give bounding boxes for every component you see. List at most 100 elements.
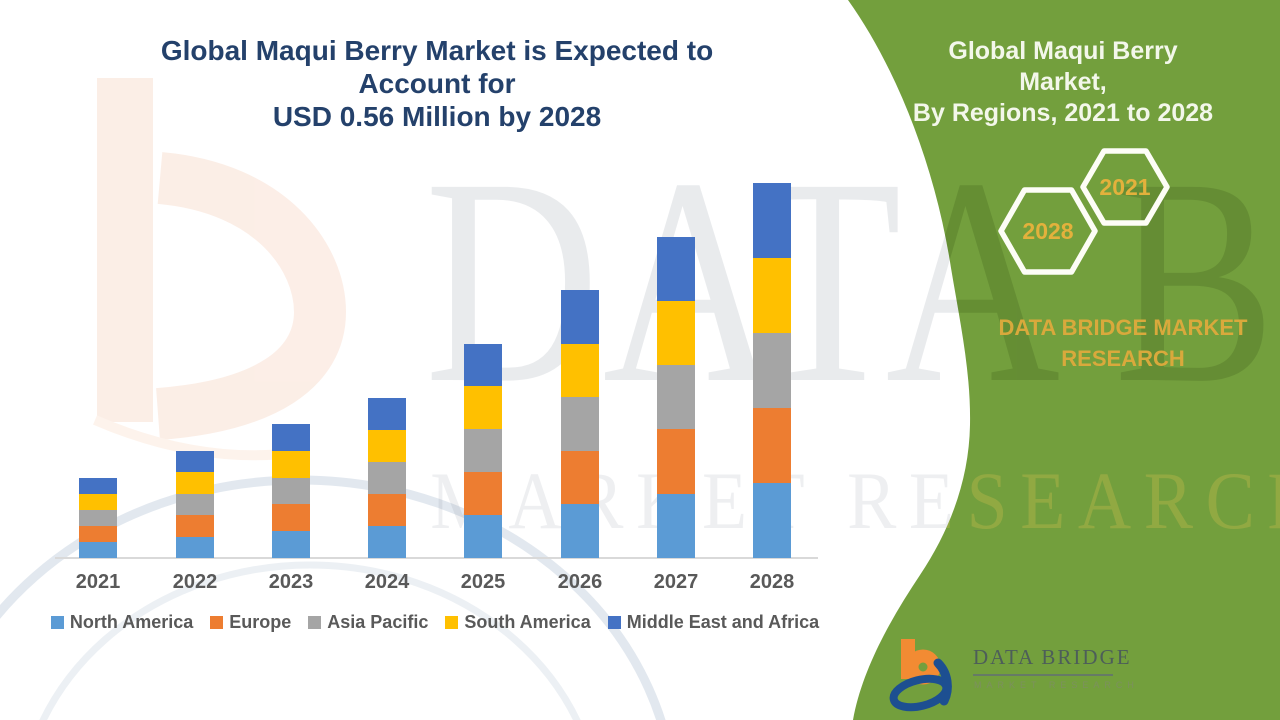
bar-2021 xyxy=(79,477,117,558)
chart-title-line2: USD 0.56 Million by 2028 xyxy=(272,101,602,132)
bar-segment-asia-pacific-2024 xyxy=(368,461,406,494)
bar-segment-south-america-2023 xyxy=(272,450,310,478)
x-axis-label-2024: 2024 xyxy=(364,571,410,593)
bar-segment-middle-east-and-africa-2023 xyxy=(272,424,310,451)
panel-title-line2: By Regions, 2021 to 2028 xyxy=(912,99,1214,127)
bar-segment-middle-east-and-africa-2022 xyxy=(176,451,214,473)
bar-segment-north-america-2027 xyxy=(657,493,695,558)
legend-label-south-america: South America xyxy=(464,612,591,632)
legend-swatch-middle-east-and-africa xyxy=(607,616,621,629)
bar-segment-asia-pacific-2022 xyxy=(176,493,214,516)
bar-segment-europe-2027 xyxy=(657,429,695,494)
bar-segment-south-america-2022 xyxy=(176,472,214,494)
x-axis-label-2023: 2023 xyxy=(268,571,314,593)
x-axis-label-2028: 2028 xyxy=(749,571,795,593)
logo-b-bowl xyxy=(905,649,941,685)
bar-segment-europe-2021 xyxy=(79,525,117,542)
legend-label-north-america: North America xyxy=(69,612,194,632)
x-axis-label-2025: 2025 xyxy=(460,571,506,593)
bar-segment-middle-east-and-africa-2025 xyxy=(464,343,502,387)
legend-swatch-north-america xyxy=(50,616,64,629)
legend-swatch-asia-pacific xyxy=(308,616,322,629)
bar-segment-europe-2025 xyxy=(464,472,502,516)
bar-segment-north-america-2021 xyxy=(79,541,117,558)
bar-2025 xyxy=(464,343,502,558)
chart-title-line1: Global Maqui Berry Market is Expected to… xyxy=(160,35,714,99)
bar-segment-asia-pacific-2025 xyxy=(464,429,502,473)
hexagon-2021-label: 2021 xyxy=(1099,174,1150,200)
chart-legend: North America Europe Asia Pacific South Ame… xyxy=(40,612,830,633)
bar-segment-middle-east-and-africa-2026 xyxy=(561,290,599,344)
bar-segment-asia-pacific-2026 xyxy=(561,397,599,451)
bar-2027 xyxy=(657,236,695,558)
brand-text-line2: RESEARCH xyxy=(1061,346,1185,371)
x-axis-label-2022: 2022 xyxy=(172,571,218,593)
bar-2026 xyxy=(561,290,599,558)
bar-segment-europe-2026 xyxy=(561,450,599,505)
bar-segment-europe-2023 xyxy=(272,504,310,532)
x-axis-label-2026: 2026 xyxy=(557,571,603,593)
databridge-logo-mark xyxy=(889,639,952,712)
bar-segment-europe-2028 xyxy=(753,408,791,483)
legend-label-asia-pacific: Asia Pacific xyxy=(327,612,429,632)
legend-swatch-south-america xyxy=(445,616,459,629)
watermark-b-logo xyxy=(93,78,347,461)
bar-segment-asia-pacific-2027 xyxy=(657,365,695,430)
x-axis-line xyxy=(55,557,818,559)
legend-label-middle-east-and-africa: Middle East and Africa xyxy=(626,612,820,632)
bar-segment-north-america-2028 xyxy=(753,483,791,558)
hexagon-2021 xyxy=(1080,148,1170,226)
bar-segment-europe-2022 xyxy=(176,515,214,537)
bar-segment-north-america-2023 xyxy=(272,531,310,558)
bar-segment-europe-2024 xyxy=(368,493,406,526)
stacked-bar-chart: 2021 2022 2023 2024 2025 2026 2027 2028 xyxy=(55,183,818,593)
panel-title: Global Maqui Berry Market, By Regions, 2… xyxy=(903,36,1223,129)
bar-segment-north-america-2022 xyxy=(176,536,214,558)
bar-segment-south-america-2024 xyxy=(368,429,406,462)
footer-logo-underline xyxy=(973,674,1113,676)
bar-2024 xyxy=(368,397,406,558)
green-panel-shape xyxy=(848,0,1280,720)
bar-segment-middle-east-and-africa-2024 xyxy=(368,397,406,430)
legend-item-south-america: South America xyxy=(445,612,591,633)
legend-item-middle-east-and-africa: Middle East and Africa xyxy=(607,612,820,633)
brand-text-line1: DATA BRIDGE MARKET xyxy=(998,315,1248,340)
legend-item-asia-pacific: Asia Pacific xyxy=(308,612,428,633)
logo-d-stem xyxy=(933,658,952,706)
year-hexagons: 2021 2028 xyxy=(998,148,1170,275)
logo-d-swoosh xyxy=(889,674,951,712)
x-axis-label-2021: 2021 xyxy=(75,571,121,593)
hexagon-2028-label: 2028 xyxy=(1022,218,1073,244)
x-axis-label-2027: 2027 xyxy=(653,571,699,593)
bar-segment-asia-pacific-2021 xyxy=(79,509,117,526)
bar-segment-south-america-2026 xyxy=(561,343,599,398)
bar-segment-south-america-2028 xyxy=(753,258,791,333)
bar-segment-north-america-2024 xyxy=(368,525,406,558)
bar-segment-south-america-2021 xyxy=(79,493,117,510)
bar-2028 xyxy=(753,183,791,558)
bar-segment-north-america-2026 xyxy=(561,504,599,558)
footer-logo-subtext: MARKET RESEARCH xyxy=(974,680,1139,690)
legend-item-north-america: North America xyxy=(50,612,194,633)
footer-logo-name: DATA BRIDGE xyxy=(973,645,1132,669)
legend-item-europe: Europe xyxy=(210,612,291,633)
legend-swatch-europe xyxy=(210,616,224,629)
svg-text:MARKET RESEARCH: MARKET RESEARCH xyxy=(430,454,1280,545)
chart-title: Global Maqui Berry Market is Expected to… xyxy=(127,34,747,133)
bar-segment-middle-east-and-africa-2028 xyxy=(753,183,791,258)
bar-segment-middle-east-and-africa-2021 xyxy=(79,477,117,494)
bar-segment-north-america-2025 xyxy=(464,515,502,558)
bar-segment-middle-east-and-africa-2027 xyxy=(657,236,695,301)
legend-label-europe: Europe xyxy=(229,612,292,632)
hexagon-2028 xyxy=(998,187,1098,275)
bar-2022 xyxy=(176,451,214,558)
bar-segment-south-america-2027 xyxy=(657,300,695,366)
bar-segment-south-america-2025 xyxy=(464,386,502,430)
bar-2023 xyxy=(272,424,310,558)
panel-title-line1: Global Maqui Berry Market, xyxy=(948,37,1178,96)
brand-text: DATA BRIDGE MARKET RESEARCH xyxy=(963,312,1280,374)
bar-segment-asia-pacific-2023 xyxy=(272,477,310,505)
bar-segment-asia-pacific-2028 xyxy=(753,333,791,408)
